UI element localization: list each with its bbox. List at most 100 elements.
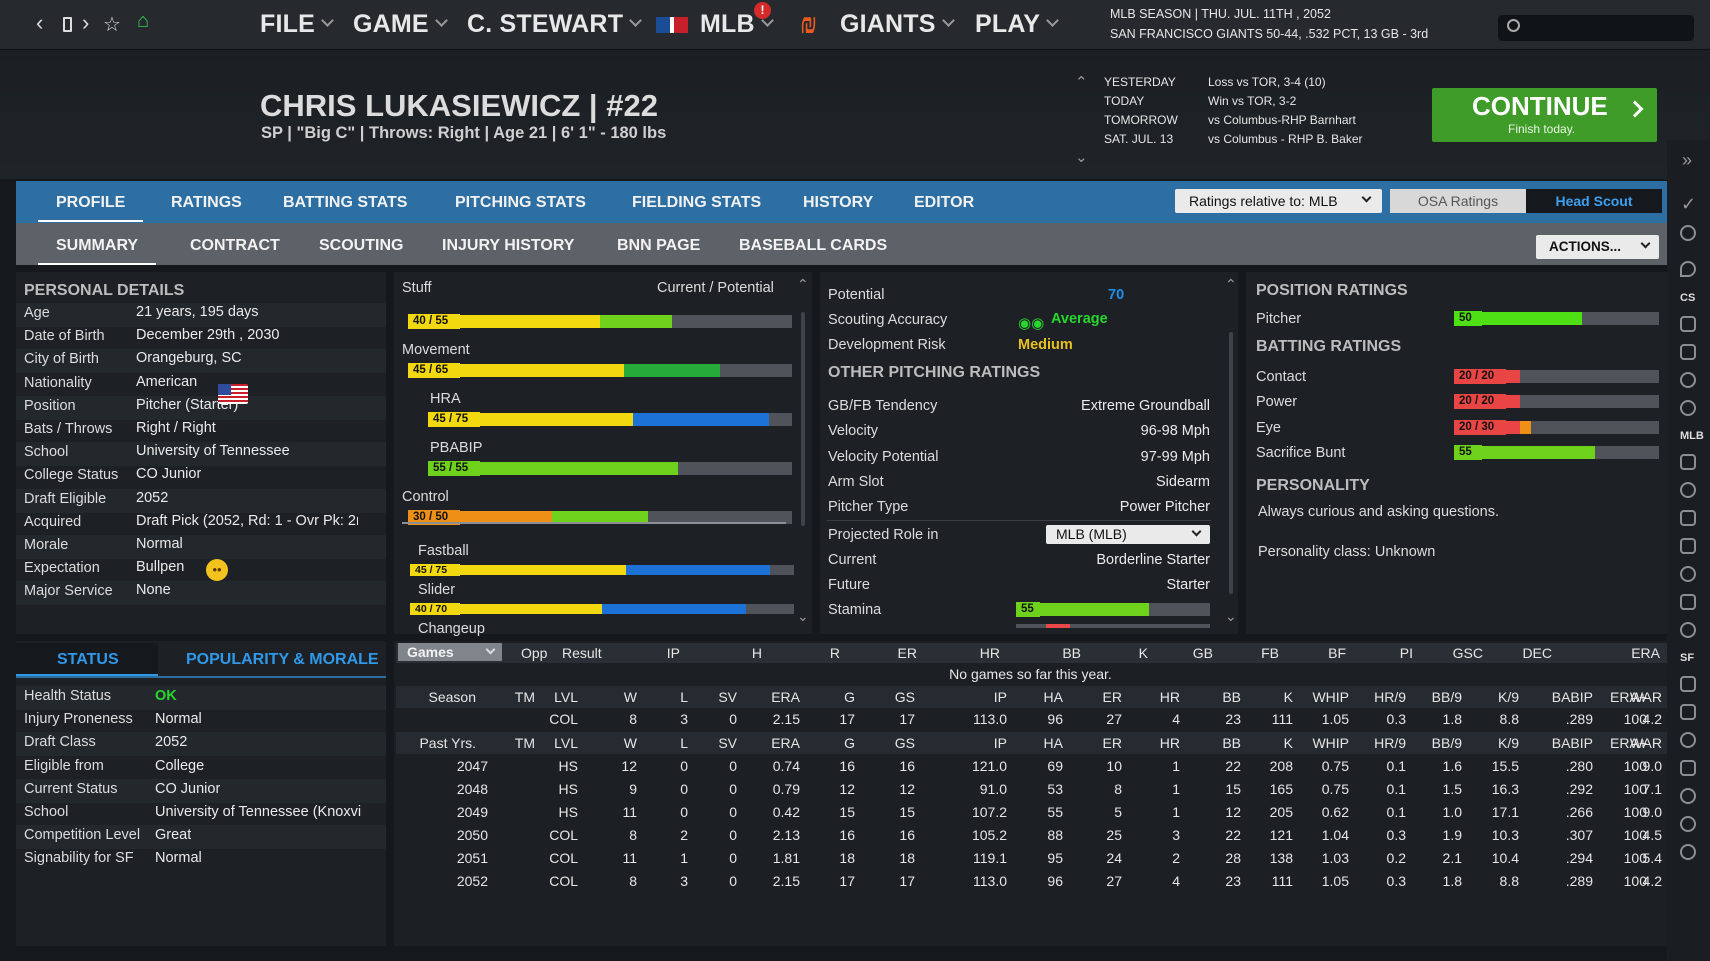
- past-col-header[interactable]: HR: [1159, 735, 1180, 751]
- games-col-header[interactable]: DEC: [1522, 645, 1552, 661]
- games-col-header[interactable]: BB: [1062, 645, 1081, 661]
- tab-bnn-page[interactable]: BNN PAGE: [617, 237, 701, 254]
- baseball-icon[interactable]: [1680, 566, 1696, 582]
- users-icon[interactable]: [1680, 704, 1696, 720]
- search-input[interactable]: [1498, 15, 1694, 41]
- tab-history[interactable]: HISTORY: [803, 194, 874, 211]
- past-col-header[interactable]: WAR: [1629, 735, 1662, 751]
- past-col-header[interactable]: LVL: [554, 735, 578, 751]
- tab-summary[interactable]: SUMMARY: [38, 237, 157, 265]
- past-col-header[interactable]: ERA: [771, 735, 800, 751]
- season-col-header[interactable]: BB: [1222, 689, 1241, 705]
- tab-ratings[interactable]: RATINGS: [171, 194, 242, 211]
- actions-dropdown[interactable]: ACTIONS...: [1536, 235, 1659, 259]
- past-col-header[interactable]: TM: [514, 735, 535, 751]
- past-col-header[interactable]: IP: [993, 735, 1007, 751]
- continue-button[interactable]: CONTINUE Finish today.: [1432, 88, 1657, 142]
- forward-icon[interactable]: ›: [82, 10, 90, 35]
- games-col-header[interactable]: IP: [666, 645, 680, 661]
- menu-game[interactable]: GAME: [353, 10, 448, 39]
- stats-chart-icon[interactable]: [1680, 538, 1696, 554]
- menu-giants[interactable]: GIANTS: [840, 10, 955, 39]
- games-col-header[interactable]: GB: [1192, 645, 1213, 661]
- tab-contract[interactable]: CONTRACT: [190, 237, 280, 254]
- location-icon[interactable]: [1680, 482, 1696, 498]
- scroll-down-icon[interactable]: ⌄: [1225, 608, 1237, 624]
- season-col-header[interactable]: HA: [1043, 689, 1063, 705]
- season-col-header[interactable]: GS: [894, 689, 915, 705]
- season-col-header[interactable]: HR/9: [1374, 689, 1406, 705]
- season-col-header[interactable]: LVL: [554, 689, 578, 705]
- past-col-header[interactable]: GS: [894, 735, 915, 751]
- menu-mlb[interactable]: MLB: [700, 10, 774, 39]
- tab-pitching-stats[interactable]: PITCHING STATS: [455, 194, 586, 211]
- home-icon[interactable]: [1680, 676, 1696, 692]
- menu-play[interactable]: PLAY: [975, 10, 1060, 39]
- home-icon[interactable]: ⌂: [137, 10, 150, 32]
- past-col-header[interactable]: G: [844, 735, 855, 751]
- past-col-header[interactable]: L: [680, 735, 688, 751]
- season-col-header[interactable]: L: [680, 689, 688, 705]
- schedule-result[interactable]: Loss vs TOR, 3-4 (10): [1208, 75, 1326, 89]
- games-col-header[interactable]: BF: [1328, 645, 1346, 661]
- season-col-header[interactable]: ERA+: [1610, 689, 1647, 705]
- games-col-header[interactable]: K: [1138, 645, 1148, 661]
- games-col-header[interactable]: PI: [1399, 645, 1413, 661]
- past-col-header[interactable]: Past Yrs.: [419, 735, 476, 751]
- news-icon[interactable]: [1680, 510, 1696, 526]
- tab-scouting[interactable]: SCOUTING: [319, 237, 404, 254]
- ratings-relative-select[interactable]: Ratings relative to: MLB: [1175, 189, 1382, 213]
- collapse-sidebar-icon[interactable]: »: [1682, 150, 1693, 170]
- past-col-header[interactable]: HR/9: [1374, 735, 1406, 751]
- games-col-header[interactable]: H: [751, 645, 762, 661]
- tab-injury-history[interactable]: INJURY HISTORY: [442, 237, 575, 254]
- season-col-header[interactable]: SV: [718, 689, 737, 705]
- scrollbar[interactable]: [1229, 332, 1233, 594]
- past-col-header[interactable]: K/9: [1497, 735, 1519, 751]
- star-icon[interactable]: ☆: [103, 14, 121, 36]
- location-icon[interactable]: [1680, 732, 1696, 748]
- scroll-down-icon[interactable]: ⌄: [797, 608, 809, 624]
- tab-fielding-stats[interactable]: FIELDING STATS: [632, 194, 762, 211]
- chevron-up-icon[interactable]: ⌃: [1075, 74, 1088, 91]
- games-col-header[interactable]: ERA: [1631, 645, 1660, 661]
- season-col-header[interactable]: BABIP: [1551, 689, 1593, 705]
- check-icon[interactable]: ✓: [1681, 194, 1697, 214]
- games-select[interactable]: Games: [398, 643, 502, 661]
- tab-profile[interactable]: PROFILE: [38, 194, 144, 222]
- season-col-header[interactable]: HR: [1159, 689, 1180, 705]
- home-icon[interactable]: [1680, 454, 1696, 470]
- past-col-header[interactable]: SV: [718, 735, 737, 751]
- games-col-header[interactable]: FB: [1261, 645, 1279, 661]
- search-icon[interactable]: [1680, 372, 1696, 388]
- tab-batting-stats[interactable]: BATTING STATS: [283, 194, 408, 211]
- games-col-header[interactable]: R: [829, 645, 840, 661]
- season-col-header[interactable]: ERA: [771, 689, 800, 705]
- season-col-header[interactable]: ER: [1102, 689, 1122, 705]
- projected-role-select[interactable]: MLB (MLB): [1046, 525, 1210, 544]
- past-col-header[interactable]: BB/9: [1431, 735, 1462, 751]
- season-col-header[interactable]: BB/9: [1431, 689, 1462, 705]
- mail-icon[interactable]: [1680, 344, 1696, 360]
- season-col-header[interactable]: G: [844, 689, 855, 705]
- past-col-header[interactable]: HA: [1043, 735, 1063, 751]
- tab-baseball-cards[interactable]: BASEBALL CARDS: [739, 237, 888, 254]
- dollar-icon[interactable]: [1680, 816, 1696, 832]
- globe-icon[interactable]: [1680, 225, 1696, 241]
- season-col-header[interactable]: TM: [514, 689, 535, 705]
- osa-ratings-button[interactable]: OSA Ratings: [1390, 189, 1526, 213]
- games-col-header[interactable]: HR: [979, 645, 1000, 661]
- chevron-down-icon[interactable]: ⌄: [1075, 149, 1088, 166]
- past-col-header[interactable]: W: [623, 735, 637, 751]
- season-col-header[interactable]: W: [623, 689, 637, 705]
- tab-popularity-morale[interactable]: POPULARITY & MORALE: [186, 651, 379, 668]
- games-col-header[interactable]: GSC: [1452, 645, 1483, 661]
- schedule-result[interactable]: vs Columbus - RHP B. Baker: [1208, 132, 1363, 146]
- past-col-header[interactable]: ER: [1102, 735, 1122, 751]
- tab-status[interactable]: STATUS: [16, 643, 158, 676]
- home-icon[interactable]: [1680, 316, 1696, 332]
- tab-editor[interactable]: EDITOR: [914, 194, 975, 211]
- season-col-header[interactable]: K: [1283, 689, 1293, 705]
- transactions-icon[interactable]: [1680, 760, 1696, 776]
- transactions-icon[interactable]: [1680, 594, 1696, 610]
